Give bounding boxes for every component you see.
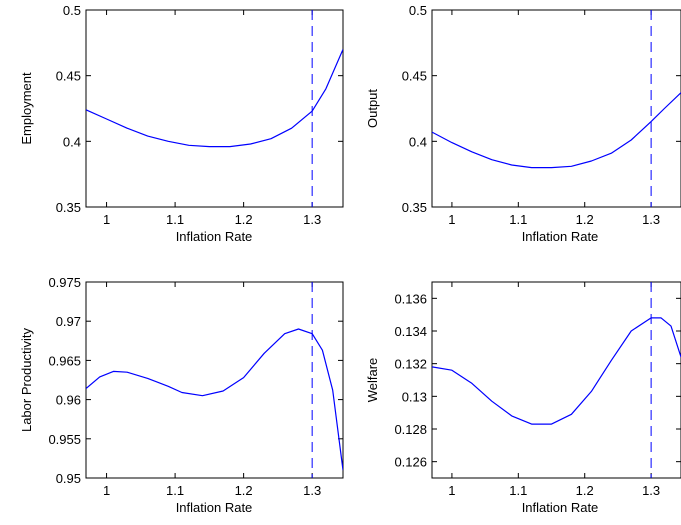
- series-line: [432, 317, 681, 425]
- x-axis-label: Inflation Rate: [522, 500, 599, 515]
- y-tick-label: 0.136: [394, 291, 427, 306]
- y-tick-label: 0.132: [394, 357, 427, 372]
- series-line: [432, 92, 681, 169]
- y-axis-label: Labor Productivity: [19, 327, 34, 432]
- y-tick-label: 0.128: [394, 422, 427, 437]
- series-line: [86, 328, 343, 471]
- x-tick-label: 1.3: [642, 212, 660, 227]
- x-tick-label: 1.2: [235, 212, 253, 227]
- x-axis-label: Inflation Rate: [176, 229, 253, 244]
- y-tick-label: 0.134: [394, 324, 427, 339]
- axes-box: [85, 9, 344, 208]
- y-tick-label: 0.13: [402, 389, 427, 404]
- x-tick-label: 1: [103, 212, 110, 227]
- y-tick-label: 0.5: [409, 3, 427, 18]
- chart-panel-3: 1 1.1 1.2 1.3 0.126 0.128 0.13 0.132 0.134 0.136 I…: [365, 281, 681, 515]
- x-tick-label: 1: [448, 212, 455, 227]
- y-tick-label: 0.965: [48, 353, 81, 368]
- y-axis-label: Employment: [19, 72, 34, 145]
- series-line: [86, 49, 343, 148]
- x-axis-label: Inflation Rate: [522, 229, 599, 244]
- chart-panel-0: 1 1.1 1.2 1.3 0.35 0.4 0.45 0.5 Inflation Rate Em…: [19, 3, 344, 244]
- y-tick-label: 0.96: [56, 393, 81, 408]
- x-tick-label: 1.1: [509, 212, 527, 227]
- y-tick-label: 0.45: [56, 69, 81, 84]
- x-tick-label: 1.3: [303, 483, 321, 498]
- y-tick-label: 0.975: [48, 275, 81, 290]
- y-tick-label: 0.4: [409, 134, 427, 149]
- y-tick-label: 0.955: [48, 432, 81, 447]
- y-axis-label: Welfare: [365, 358, 380, 403]
- y-axis-label: Output: [365, 89, 380, 128]
- x-tick-label: 1.3: [642, 483, 660, 498]
- x-tick-label: 1.2: [235, 483, 253, 498]
- y-tick-label: 0.35: [402, 200, 427, 215]
- axes-box: [85, 281, 344, 479]
- x-tick-label: 1: [448, 483, 455, 498]
- x-tick-label: 1.3: [303, 212, 321, 227]
- x-tick-label: 1.2: [576, 483, 594, 498]
- y-tick-label: 0.4: [63, 134, 81, 149]
- y-tick-label: 0.97: [56, 314, 81, 329]
- y-tick-label: 0.126: [394, 455, 427, 470]
- x-tick-label: 1: [103, 483, 110, 498]
- y-tick-label: 0.35: [56, 200, 81, 215]
- x-axis-label: Inflation Rate: [176, 500, 253, 515]
- y-tick-label: 0.95: [56, 471, 81, 486]
- x-tick-label: 1.1: [509, 483, 527, 498]
- chart-panel-2: 1 1.1 1.2 1.3 0.95 0.955 0.96 0.965 0.97 0.975 Inf…: [19, 275, 344, 515]
- x-tick-label: 1.2: [576, 212, 594, 227]
- y-tick-label: 0.45: [402, 69, 427, 84]
- axes-box: [431, 9, 681, 208]
- y-tick-label: 0.5: [63, 3, 81, 18]
- axes-box: [431, 281, 681, 479]
- x-tick-label: 1.1: [166, 212, 184, 227]
- chart-panel-1: 1 1.1 1.2 1.3 0.35 0.4 0.45 0.5 Inflation Rate Ou…: [365, 3, 681, 244]
- x-tick-label: 1.1: [166, 483, 184, 498]
